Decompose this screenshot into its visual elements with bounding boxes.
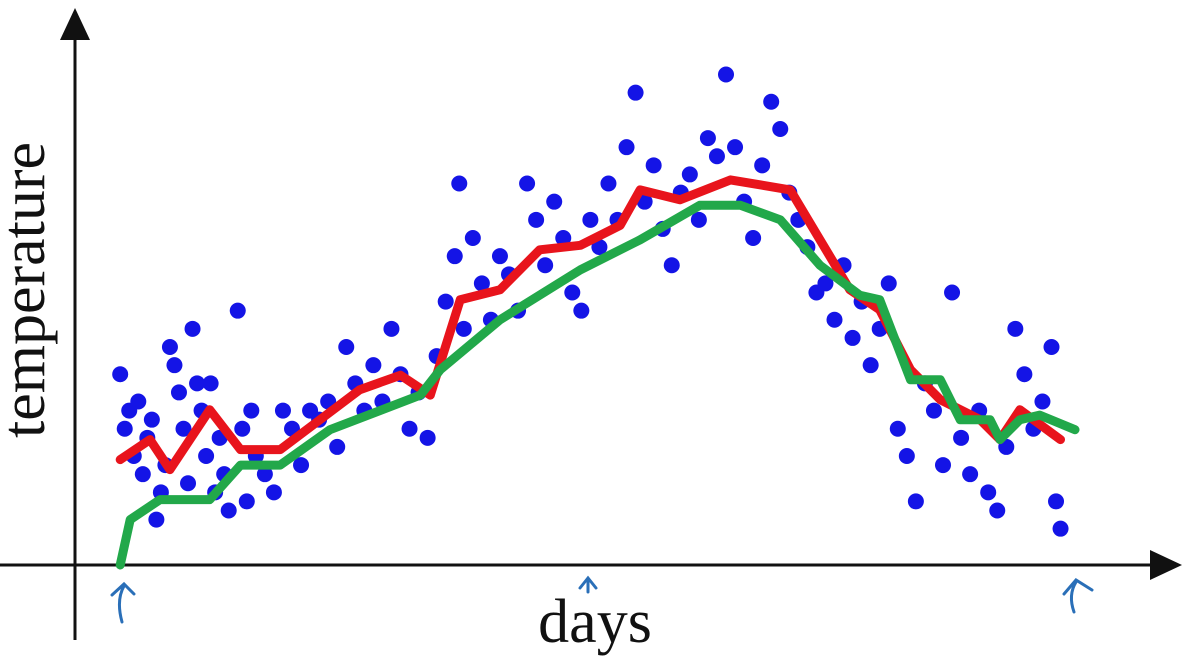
data-point xyxy=(202,375,219,392)
data-point xyxy=(745,230,762,246)
data-point xyxy=(537,257,554,274)
data-point xyxy=(437,293,454,310)
data-point xyxy=(116,420,133,437)
data-point xyxy=(564,284,581,301)
data-point xyxy=(161,339,178,355)
data-point xyxy=(256,466,273,483)
data-point xyxy=(844,329,861,346)
data-point xyxy=(546,193,563,210)
data-point xyxy=(953,429,970,446)
data-point xyxy=(446,248,463,265)
data-point xyxy=(925,402,942,419)
trend-line xyxy=(115,175,1065,475)
x-axis-arrow xyxy=(1150,550,1182,580)
data-point xyxy=(265,484,282,501)
data-point xyxy=(1034,393,1051,410)
data-point xyxy=(401,420,418,437)
data-point xyxy=(1052,520,1069,537)
trend-line xyxy=(115,200,1080,570)
data-point xyxy=(591,239,608,256)
data-point xyxy=(491,248,508,265)
data-point xyxy=(826,311,843,328)
data-point xyxy=(189,375,206,392)
data-point xyxy=(690,211,707,228)
data-point xyxy=(243,402,260,419)
data-point xyxy=(1043,339,1060,355)
data-point xyxy=(329,438,346,455)
data-point xyxy=(134,466,151,483)
data-point xyxy=(817,275,834,292)
data-point xyxy=(989,502,1006,519)
data-point xyxy=(451,175,468,192)
data-point xyxy=(365,357,382,374)
data-point xyxy=(464,230,481,246)
pointer xyxy=(578,575,598,594)
data-point xyxy=(907,493,924,510)
data-point xyxy=(234,420,251,437)
pointer-marks xyxy=(110,575,1094,624)
data-point xyxy=(166,357,183,374)
data-point xyxy=(898,448,915,464)
data-point xyxy=(473,275,490,292)
data-point xyxy=(180,475,197,492)
data-point xyxy=(944,284,961,301)
data-point xyxy=(573,302,590,319)
data-point xyxy=(170,384,187,401)
data-point xyxy=(980,484,997,501)
data-point xyxy=(1048,493,1065,510)
data-point xyxy=(935,457,951,474)
pointer xyxy=(1062,578,1094,614)
data-point xyxy=(889,420,906,437)
pointer xyxy=(110,581,136,624)
data-point xyxy=(148,511,165,528)
data-point xyxy=(681,166,698,183)
data-point xyxy=(274,402,291,419)
data-point xyxy=(718,66,734,83)
data-point xyxy=(645,157,662,174)
data-point xyxy=(338,339,355,355)
data-point xyxy=(112,366,129,383)
data-point xyxy=(293,457,310,474)
data-point xyxy=(175,420,192,437)
data-point xyxy=(198,448,215,464)
data-point xyxy=(220,502,237,519)
data-point xyxy=(582,211,599,228)
data-point xyxy=(130,393,147,410)
data-point xyxy=(143,411,160,428)
data-point xyxy=(880,275,897,292)
y-axis-arrow xyxy=(60,8,90,40)
data-point xyxy=(618,139,635,156)
data-point xyxy=(600,175,617,192)
data-point xyxy=(1016,366,1033,383)
data-point xyxy=(383,320,400,337)
data-point xyxy=(862,357,879,374)
x-axis-label: days xyxy=(538,588,652,656)
data-point xyxy=(962,466,979,483)
data-point xyxy=(754,157,771,174)
data-point xyxy=(1007,320,1024,337)
data-point xyxy=(184,320,201,337)
data-point xyxy=(519,175,536,192)
y-axis-label: temperature xyxy=(0,142,58,438)
data-point xyxy=(627,84,644,101)
data-point xyxy=(708,148,725,165)
data-point xyxy=(238,493,255,510)
data-point xyxy=(763,93,780,110)
data-point xyxy=(419,429,436,446)
data-point xyxy=(229,302,246,319)
data-point xyxy=(663,257,680,274)
data-point xyxy=(772,121,789,137)
data-point xyxy=(555,230,572,246)
data-point xyxy=(455,320,472,337)
data-point xyxy=(528,211,545,228)
data-point xyxy=(699,130,716,147)
data-point xyxy=(727,139,744,156)
axes xyxy=(0,8,1182,640)
